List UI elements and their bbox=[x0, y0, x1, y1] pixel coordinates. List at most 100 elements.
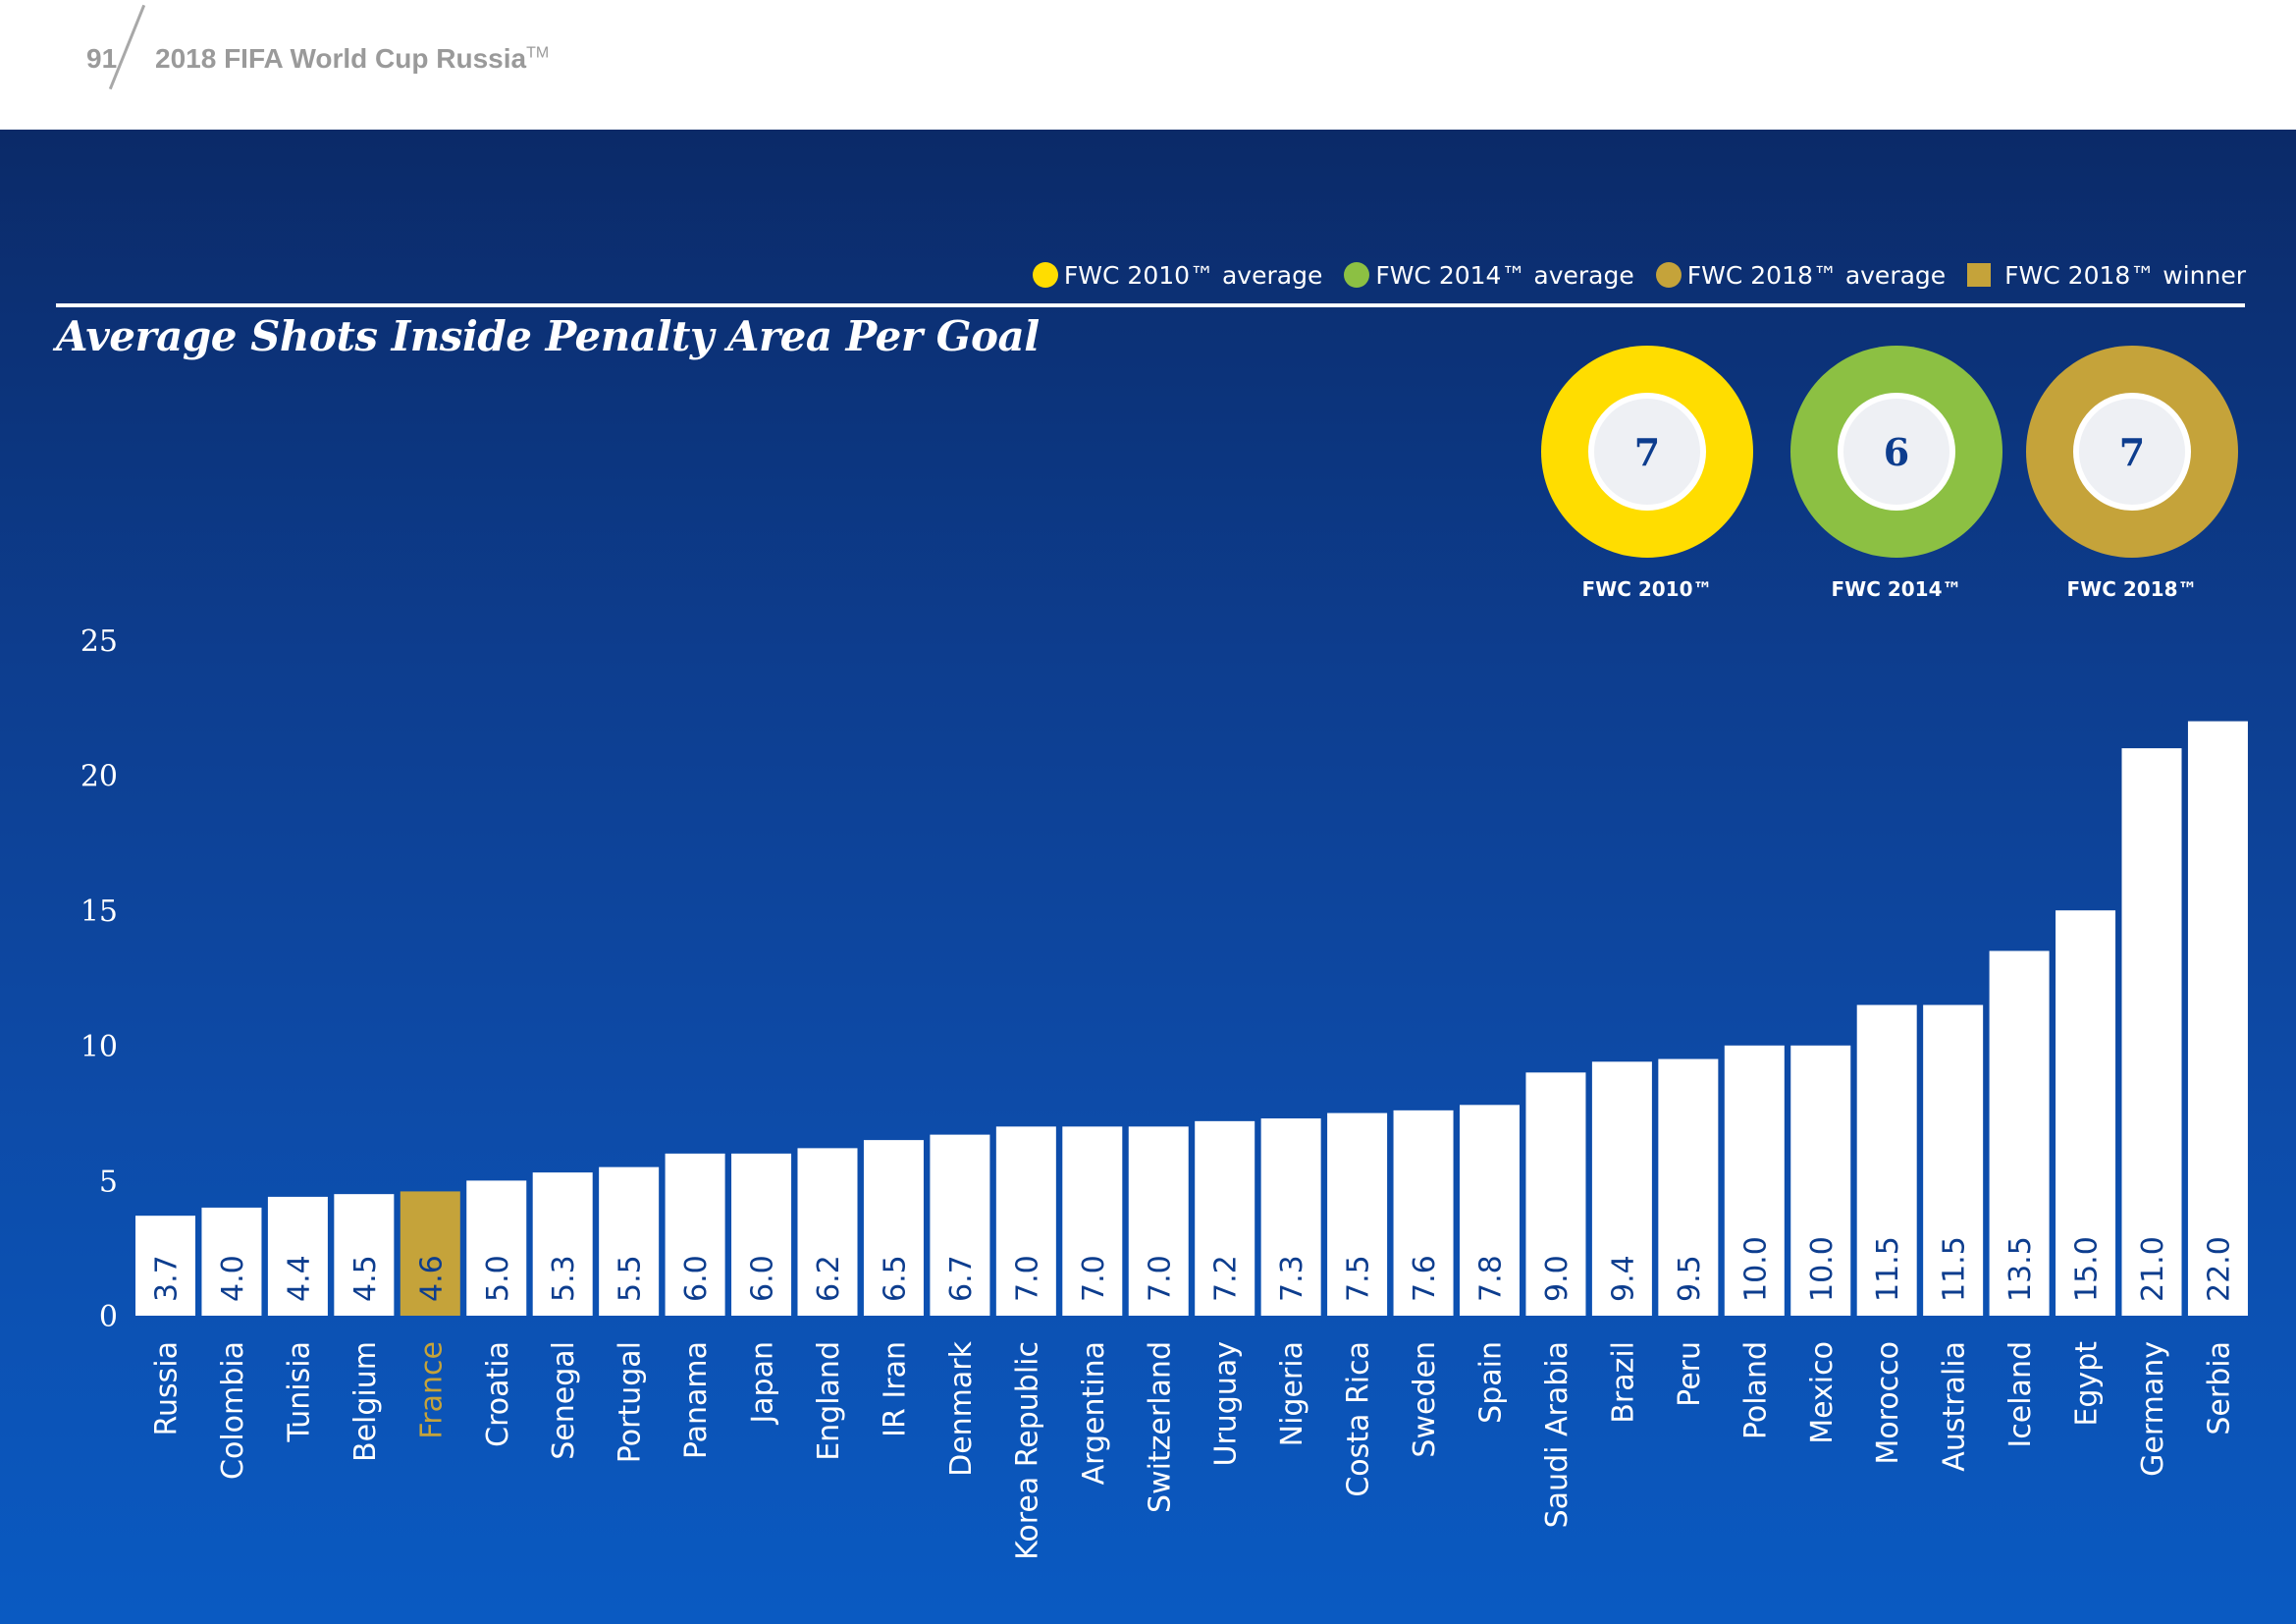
bar-value-label: 7.2 bbox=[1209, 1255, 1244, 1302]
bar bbox=[1460, 1105, 1520, 1316]
y-tick-label: 0 bbox=[99, 1300, 118, 1334]
y-tick-label: 15 bbox=[80, 894, 118, 929]
bar-value-label: 7.5 bbox=[1342, 1255, 1376, 1302]
bar bbox=[1062, 1126, 1123, 1316]
category-label: Nigeria bbox=[1275, 1341, 1309, 1446]
bar-value-label: 13.5 bbox=[2003, 1236, 2038, 1302]
bar bbox=[1260, 1118, 1321, 1316]
category-label: France bbox=[414, 1341, 449, 1439]
bar-value-label: 21.0 bbox=[2136, 1236, 2170, 1302]
legend-square-winner-icon bbox=[1967, 263, 1992, 287]
category-label: Senegal bbox=[547, 1341, 581, 1460]
y-tick-label: 10 bbox=[80, 1030, 118, 1064]
bar-value-label: 4.0 bbox=[216, 1255, 250, 1302]
average-label-2018: FWC 2018™ bbox=[2066, 577, 2198, 601]
bar-value-label: 6.2 bbox=[812, 1255, 846, 1302]
category-label: Iceland bbox=[2003, 1341, 2038, 1448]
bar-value-label: 9.5 bbox=[1673, 1255, 1707, 1302]
category-label: England bbox=[812, 1341, 846, 1461]
category-label: Saudi Arabia bbox=[1540, 1341, 1575, 1528]
bar bbox=[1856, 1004, 1917, 1316]
category-label: Morocco bbox=[1871, 1341, 1905, 1465]
y-tick-label: 25 bbox=[80, 624, 118, 659]
bar bbox=[2187, 721, 2248, 1316]
bar-value-label: 6.0 bbox=[679, 1255, 714, 1302]
bar-value-label: 11.5 bbox=[1938, 1236, 1972, 1302]
document-title: 2018 FIFA World Cup RussiaTM bbox=[155, 43, 549, 75]
bar bbox=[1790, 1045, 1851, 1316]
category-label: Belgium bbox=[348, 1341, 383, 1462]
bar-value-label: 9.0 bbox=[1540, 1255, 1575, 1302]
document-title-text: 2018 FIFA World Cup Russia bbox=[155, 43, 527, 74]
category-label: Egypt bbox=[2070, 1341, 2105, 1427]
bar-value-label: 6.7 bbox=[944, 1255, 979, 1302]
bar-value-label: 5.5 bbox=[614, 1255, 648, 1302]
legend-item-winner: FWC 2018™ winner bbox=[1967, 261, 2246, 290]
y-tick-label: 20 bbox=[80, 760, 118, 794]
category-label: Korea Republic bbox=[1010, 1341, 1044, 1560]
title-rule bbox=[56, 303, 2245, 307]
category-label: Colombia bbox=[216, 1341, 250, 1480]
legend-label-2010: FWC 2010™ average bbox=[1063, 260, 1323, 290]
category-label: Germany bbox=[2136, 1341, 2170, 1477]
category-label: IR Iran bbox=[878, 1341, 912, 1437]
bar-value-label: 7.0 bbox=[1143, 1255, 1177, 1302]
bar-value-label: 11.5 bbox=[1871, 1236, 1905, 1302]
bar bbox=[334, 1194, 395, 1316]
category-label: Denmark bbox=[944, 1340, 979, 1477]
legend-label-winner: FWC 2018™ winner bbox=[2004, 260, 2246, 290]
bar bbox=[1393, 1110, 1454, 1316]
bar bbox=[1327, 1112, 1388, 1316]
bar bbox=[135, 1216, 195, 1316]
bar bbox=[1923, 1004, 1984, 1316]
category-label: Sweden bbox=[1408, 1341, 1442, 1458]
y-tick-label: 5 bbox=[99, 1164, 118, 1199]
bar bbox=[797, 1148, 858, 1316]
bar bbox=[1591, 1061, 1652, 1316]
bar bbox=[1724, 1045, 1785, 1316]
legend-label-2018: FWC 2018™ average bbox=[1686, 260, 1947, 290]
average-ring-2018: 7 bbox=[2026, 346, 2238, 558]
bar bbox=[1525, 1072, 1586, 1316]
page-header: 91 2018 FIFA World Cup RussiaTM bbox=[0, 0, 2296, 130]
category-label: Panama bbox=[679, 1341, 714, 1459]
average-label-2010: FWC 2010™ bbox=[1581, 577, 1713, 601]
legend-item-2010: FWC 2010™ average bbox=[1032, 260, 1323, 290]
category-label: Brazil bbox=[1606, 1341, 1640, 1424]
legend-item-2014: FWC 2014™ average bbox=[1344, 261, 1634, 290]
bar-value-label: 4.4 bbox=[282, 1255, 316, 1302]
category-label: Costa Rica bbox=[1342, 1341, 1376, 1497]
bar bbox=[2056, 910, 2116, 1316]
category-label: Switzerland bbox=[1143, 1341, 1177, 1513]
bar bbox=[1658, 1058, 1719, 1316]
category-label: Argentina bbox=[1077, 1341, 1111, 1485]
bar bbox=[930, 1134, 990, 1316]
bar bbox=[532, 1172, 593, 1316]
bar-value-label: 22.0 bbox=[2202, 1236, 2236, 1302]
legend: FWC 2010™ average FWC 2014™ average FWC … bbox=[1011, 257, 2246, 293]
category-label: Portugal bbox=[614, 1341, 648, 1463]
bar bbox=[1128, 1126, 1189, 1316]
bar bbox=[1989, 950, 2050, 1316]
bar-value-label: 7.8 bbox=[1474, 1255, 1509, 1302]
category-label: Peru bbox=[1673, 1341, 1707, 1407]
bar bbox=[1195, 1120, 1255, 1316]
bar-value-label: 10.0 bbox=[1738, 1236, 1773, 1302]
bar-value-label: 9.4 bbox=[1606, 1255, 1640, 1302]
category-label: Uruguay bbox=[1209, 1341, 1244, 1467]
category-label: Croatia bbox=[481, 1341, 515, 1447]
bar-value-label: 4.5 bbox=[348, 1255, 383, 1302]
legend-dot-2018-icon bbox=[1655, 262, 1682, 288]
legend-dot-2010-icon bbox=[1032, 262, 1058, 288]
bar-value-label: 7.0 bbox=[1077, 1255, 1111, 1302]
legend-dot-2014-icon bbox=[1344, 262, 1370, 288]
bar bbox=[599, 1166, 660, 1316]
bar bbox=[267, 1196, 328, 1316]
bar-value-label: 7.0 bbox=[1010, 1255, 1044, 1302]
bar bbox=[995, 1126, 1056, 1316]
bar-value-label: 7.6 bbox=[1408, 1255, 1442, 1302]
average-ring-2014: 6 bbox=[1790, 346, 2002, 558]
bar-value-label: 6.0 bbox=[746, 1255, 780, 1302]
average-value-2018: 7 bbox=[2073, 393, 2191, 511]
